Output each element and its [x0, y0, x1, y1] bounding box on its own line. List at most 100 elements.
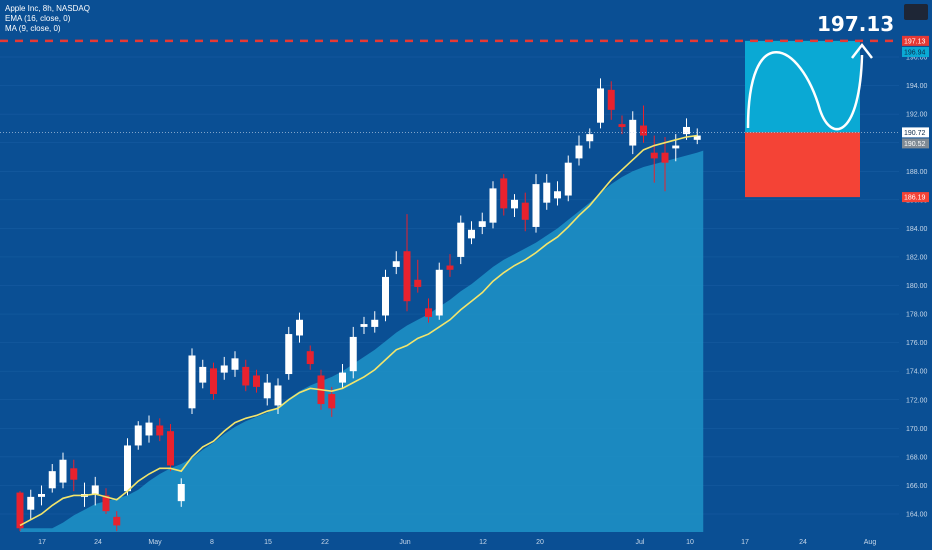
candle-body	[156, 425, 164, 436]
candle-body	[425, 308, 432, 317]
legend-ma: MA (9, close, 0)	[5, 24, 61, 33]
time-tick-label: 15	[264, 539, 272, 546]
candle-body	[285, 334, 293, 375]
candle-body	[188, 355, 196, 409]
candle-body	[102, 495, 110, 512]
candle-body	[500, 178, 508, 209]
price-tick-label: 196.00	[906, 55, 928, 62]
price-tick-label: 164.00	[906, 512, 928, 519]
stop-price-tag-bg	[902, 192, 929, 203]
candle-body	[650, 152, 658, 159]
price-tick-label: 166.00	[906, 483, 928, 490]
candle-body	[457, 222, 465, 257]
ema-price-tag: 190.52	[904, 141, 926, 148]
time-tick-label: 22	[321, 539, 329, 546]
candle-body	[532, 184, 540, 227]
price-tick-label: 188.00	[906, 169, 928, 176]
price-axis-labels: 197.13 196.94 190.72 190.52 186.19	[902, 35, 929, 203]
candle-body	[468, 229, 475, 239]
candlestick-series	[16, 78, 701, 532]
candle-body	[210, 368, 217, 395]
time-tick-label: 20	[536, 539, 544, 546]
candle-body	[629, 119, 637, 146]
last-price-tag: 190.72	[904, 130, 926, 137]
last-price-tag-bg	[902, 127, 929, 138]
candle-body	[59, 459, 67, 483]
time-tick-label: 17	[38, 539, 46, 546]
price-tick-label: 172.00	[906, 397, 928, 404]
settings-button[interactable]	[904, 4, 928, 20]
candle-body	[640, 125, 647, 136]
candle-body	[360, 324, 368, 327]
price-axis-bg	[899, 0, 932, 550]
price-tick-label: 184.00	[906, 226, 928, 233]
candle-body	[511, 199, 518, 209]
target-stop-zones	[745, 40, 860, 198]
candle-body	[263, 382, 271, 399]
candle-body	[70, 468, 78, 480]
candle-body	[231, 358, 239, 370]
price-tick-label: 192.00	[906, 112, 928, 119]
projection-curve	[746, 51, 864, 131]
candle-body	[242, 366, 250, 386]
candle-body	[392, 261, 400, 267]
candle-body	[618, 124, 626, 127]
time-tick-label: 12	[479, 539, 487, 546]
candle-body	[371, 319, 379, 327]
time-tick-label: 10	[686, 539, 694, 546]
ma-price-tag: 196.94	[904, 50, 926, 57]
time-tick-label: 24	[94, 539, 102, 546]
price-tick-label: 180.00	[906, 283, 928, 290]
candle-body	[16, 492, 24, 529]
candle-body	[38, 494, 45, 497]
candle-body	[199, 366, 207, 383]
target-price-tag-bg	[902, 35, 929, 46]
projection-arrow	[746, 42, 873, 131]
candle-body	[403, 251, 411, 302]
candle-body	[672, 145, 680, 149]
legend-ema: EMA (16, close, 0)	[5, 14, 71, 23]
candle-body	[328, 394, 336, 409]
time-tick-label: 24	[799, 539, 807, 546]
candle-body	[693, 135, 701, 140]
price-tick-label: 178.00	[906, 312, 928, 319]
price-tick-label: 182.00	[906, 254, 928, 261]
area-series	[20, 150, 704, 532]
arrow-head-icon	[851, 42, 873, 59]
candle-body	[306, 351, 314, 365]
candle-body	[446, 265, 454, 270]
time-tick-label: Jun	[399, 539, 410, 546]
candle-body	[575, 145, 583, 159]
time-axis: 17 24 May 8 15 22 Jun 12 20 Jul 10 17 24 Aug	[38, 539, 876, 546]
price-tick-label: 170.00	[906, 426, 928, 433]
candle-body	[543, 182, 551, 203]
area-fill	[20, 150, 704, 532]
price-tick-label: 174.00	[906, 369, 928, 376]
candle-body	[382, 276, 389, 316]
price-tick-label: 168.00	[906, 454, 928, 461]
ema-price-tag-bg	[902, 138, 929, 149]
candle-body	[607, 89, 615, 110]
chart-legend: Apple Inc, 8h, NASDAQ EMA (16, close, 0)…	[5, 4, 90, 34]
time-tick-label: Aug	[864, 539, 877, 546]
candle-body	[478, 221, 486, 227]
candle-body	[661, 152, 669, 163]
target-price-tag: 197.13	[904, 38, 926, 45]
candle-body	[349, 336, 357, 372]
candle-body	[134, 425, 142, 446]
price-tick-label: 176.00	[906, 340, 928, 347]
legend-symbol: Apple Inc, 8h, NASDAQ	[5, 4, 90, 13]
candle-body	[27, 496, 35, 510]
time-tick-label: Jul	[636, 539, 645, 546]
candle-body	[177, 484, 185, 502]
target-price-label: 197.13	[817, 12, 895, 36]
price-tick-label: 194.00	[906, 83, 928, 90]
candle-body	[339, 372, 346, 383]
candle-body	[489, 188, 497, 223]
candle-body	[167, 431, 174, 466]
stop-price-tag: 186.19	[904, 195, 926, 202]
ema-line	[19, 134, 698, 527]
candle-body	[124, 445, 131, 492]
ema-series	[19, 134, 698, 527]
